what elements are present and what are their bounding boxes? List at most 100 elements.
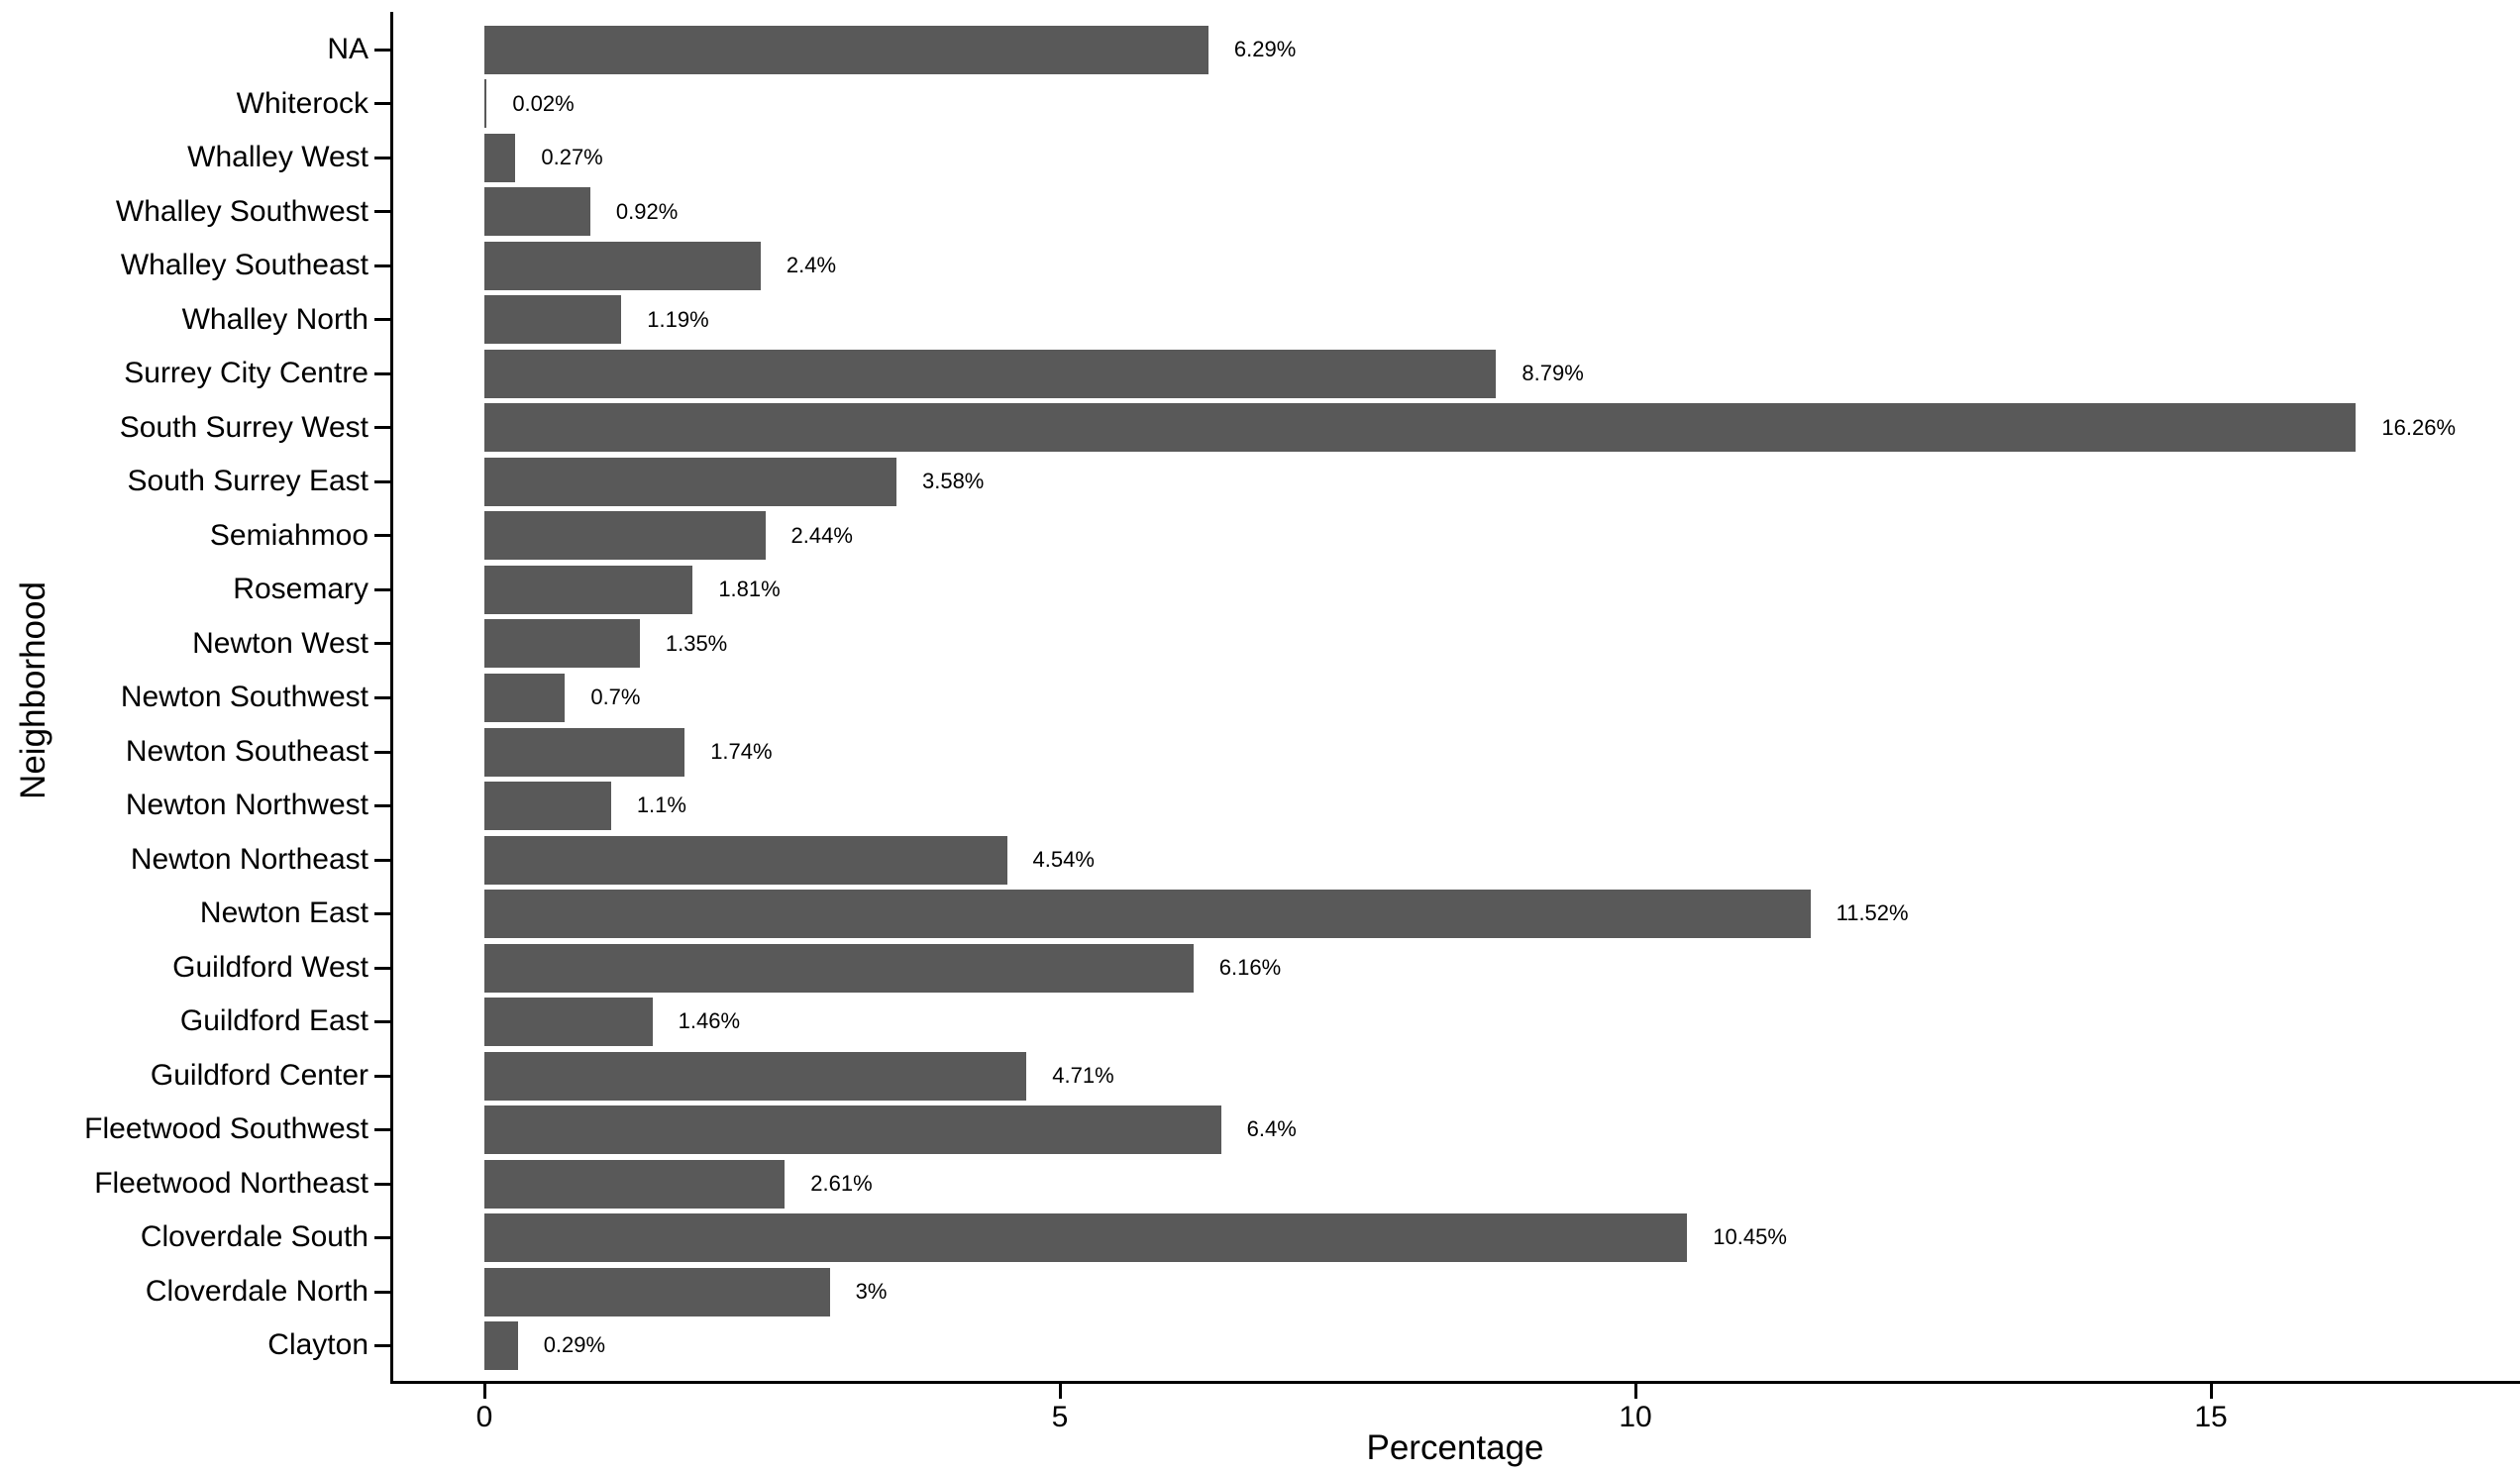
x-axis-tick <box>482 1384 486 1399</box>
y-axis-tick <box>374 426 390 430</box>
y-axis-label: Semiahmoo <box>209 518 368 552</box>
y-axis-tick <box>374 696 390 699</box>
bar-value-label: 8.79% <box>1522 361 1584 386</box>
x-axis-tick-label: 5 <box>1051 1401 1069 1433</box>
y-axis-label: Whalley North <box>181 302 368 336</box>
y-axis-tick <box>374 48 390 52</box>
bar <box>484 79 487 129</box>
bar-value-label: 1.1% <box>636 792 686 818</box>
x-axis-tick <box>2209 1384 2213 1399</box>
y-axis-label: Fleetwood Southwest <box>84 1112 368 1146</box>
y-axis-labels: NA Whiterock Whalley West Whalley Southwest… <box>0 12 368 1384</box>
bar <box>484 835 1007 885</box>
y-axis-label: Whalley West <box>187 141 368 174</box>
y-axis-tick <box>374 966 390 970</box>
bar-value-label: 10.45% <box>1713 1224 1787 1250</box>
bar <box>484 782 611 831</box>
y-axis-label: Surrey City Centre <box>124 357 368 390</box>
bar-value-label: 1.81% <box>718 577 781 602</box>
bar <box>484 890 1811 939</box>
y-axis-tick <box>374 587 390 591</box>
x-axis-title: Percentage <box>1366 1428 1544 1467</box>
y-axis-label: Cloverdale South <box>140 1220 368 1254</box>
y-axis-label: Newton Southeast <box>125 734 368 768</box>
y-axis-label: South Surrey East <box>127 465 368 498</box>
bar <box>484 1051 1027 1101</box>
x-axis-tick-label: 10 <box>1619 1401 1652 1433</box>
bar-value-label: 2.4% <box>786 253 837 278</box>
y-axis-tick <box>374 1236 390 1240</box>
y-axis-label: Rosemary <box>233 573 368 606</box>
bar-value-label: 4.54% <box>1032 846 1095 872</box>
bar-value-label: 2.61% <box>810 1170 873 1196</box>
bar <box>484 25 1208 74</box>
y-axis-tick <box>374 1074 390 1078</box>
bar <box>484 349 1497 398</box>
y-axis-label: Newton West <box>192 626 368 660</box>
y-axis-label: Fleetwood Northeast <box>94 1166 368 1200</box>
bar-value-label: 4.71% <box>1052 1062 1114 1088</box>
x-axis-tick-label: 15 <box>2194 1401 2228 1433</box>
bar <box>484 1267 830 1316</box>
y-axis-tick <box>374 912 390 916</box>
bar <box>484 133 516 182</box>
bar-value-label: 3.58% <box>921 469 985 494</box>
y-axis-tick <box>374 371 390 375</box>
bar <box>484 295 622 345</box>
bar-value-label: 0.29% <box>543 1332 606 1358</box>
y-axis-tick <box>374 858 390 862</box>
y-axis-tick <box>374 318 390 322</box>
bar <box>484 1106 1221 1155</box>
bar-value-label: 1.19% <box>647 306 709 332</box>
bar-value-label: 6.4% <box>1246 1116 1297 1142</box>
bar <box>484 565 693 614</box>
y-axis-label: Cloverdale North <box>145 1274 368 1308</box>
y-axis-label: Newton Northeast <box>130 842 368 876</box>
bar <box>484 241 761 290</box>
y-axis-label: NA <box>327 33 368 65</box>
bar <box>484 727 685 777</box>
bar-value-label: 2.44% <box>790 522 853 548</box>
bar <box>484 619 640 669</box>
bar <box>484 511 766 561</box>
bar-value-label: 0.02% <box>512 90 575 116</box>
y-axis-label: Whiterock <box>236 86 368 120</box>
plot-panel: 6.29% 0.02% 0.27% 0.92% 2.4% 1.19% 8.79% 16.26%… <box>390 12 2520 1384</box>
bar-value-label: 0.92% <box>615 198 679 224</box>
bar <box>484 674 566 722</box>
y-axis-label: Whalley Southwest <box>115 194 368 228</box>
y-axis-tick <box>374 479 390 483</box>
bar-value-label: 0.7% <box>590 684 641 710</box>
y-axis-tick <box>374 156 390 159</box>
bar-value-label: 1.46% <box>678 1008 741 1034</box>
y-axis-tick <box>374 1020 390 1024</box>
bar-value-label: 11.52% <box>1836 900 1909 926</box>
bar-value-label: 1.74% <box>710 738 773 764</box>
y-axis-tick <box>374 1182 390 1186</box>
bar <box>484 187 590 237</box>
x-axis-tick <box>1633 1384 1637 1399</box>
bar-value-label: 6.16% <box>1218 954 1282 980</box>
y-axis-label: South Surrey West <box>119 410 368 444</box>
bar <box>484 457 896 506</box>
bar-value-label: 0.27% <box>541 145 603 170</box>
y-axis-label: Guildford East <box>179 1004 368 1038</box>
y-axis-label: Guildford Center <box>150 1058 368 1092</box>
y-axis-label: Newton Northwest <box>125 789 368 822</box>
bar-value-label: 3% <box>855 1278 888 1304</box>
y-axis-tick <box>374 102 390 106</box>
y-axis-tick <box>374 210 390 214</box>
y-axis-tick <box>374 750 390 754</box>
bar-value-label: 1.35% <box>665 630 728 656</box>
y-axis-tick <box>374 1128 390 1132</box>
bar <box>484 403 2357 453</box>
bar-value-label: 6.29% <box>1233 37 1297 61</box>
y-axis-label: Whalley Southeast <box>120 249 368 282</box>
y-axis-tick <box>374 263 390 267</box>
y-axis-tick <box>374 642 390 646</box>
bar <box>484 943 1194 993</box>
bar <box>484 998 653 1047</box>
y-axis-tick <box>374 1290 390 1294</box>
y-axis-label: Clayton <box>267 1328 368 1362</box>
